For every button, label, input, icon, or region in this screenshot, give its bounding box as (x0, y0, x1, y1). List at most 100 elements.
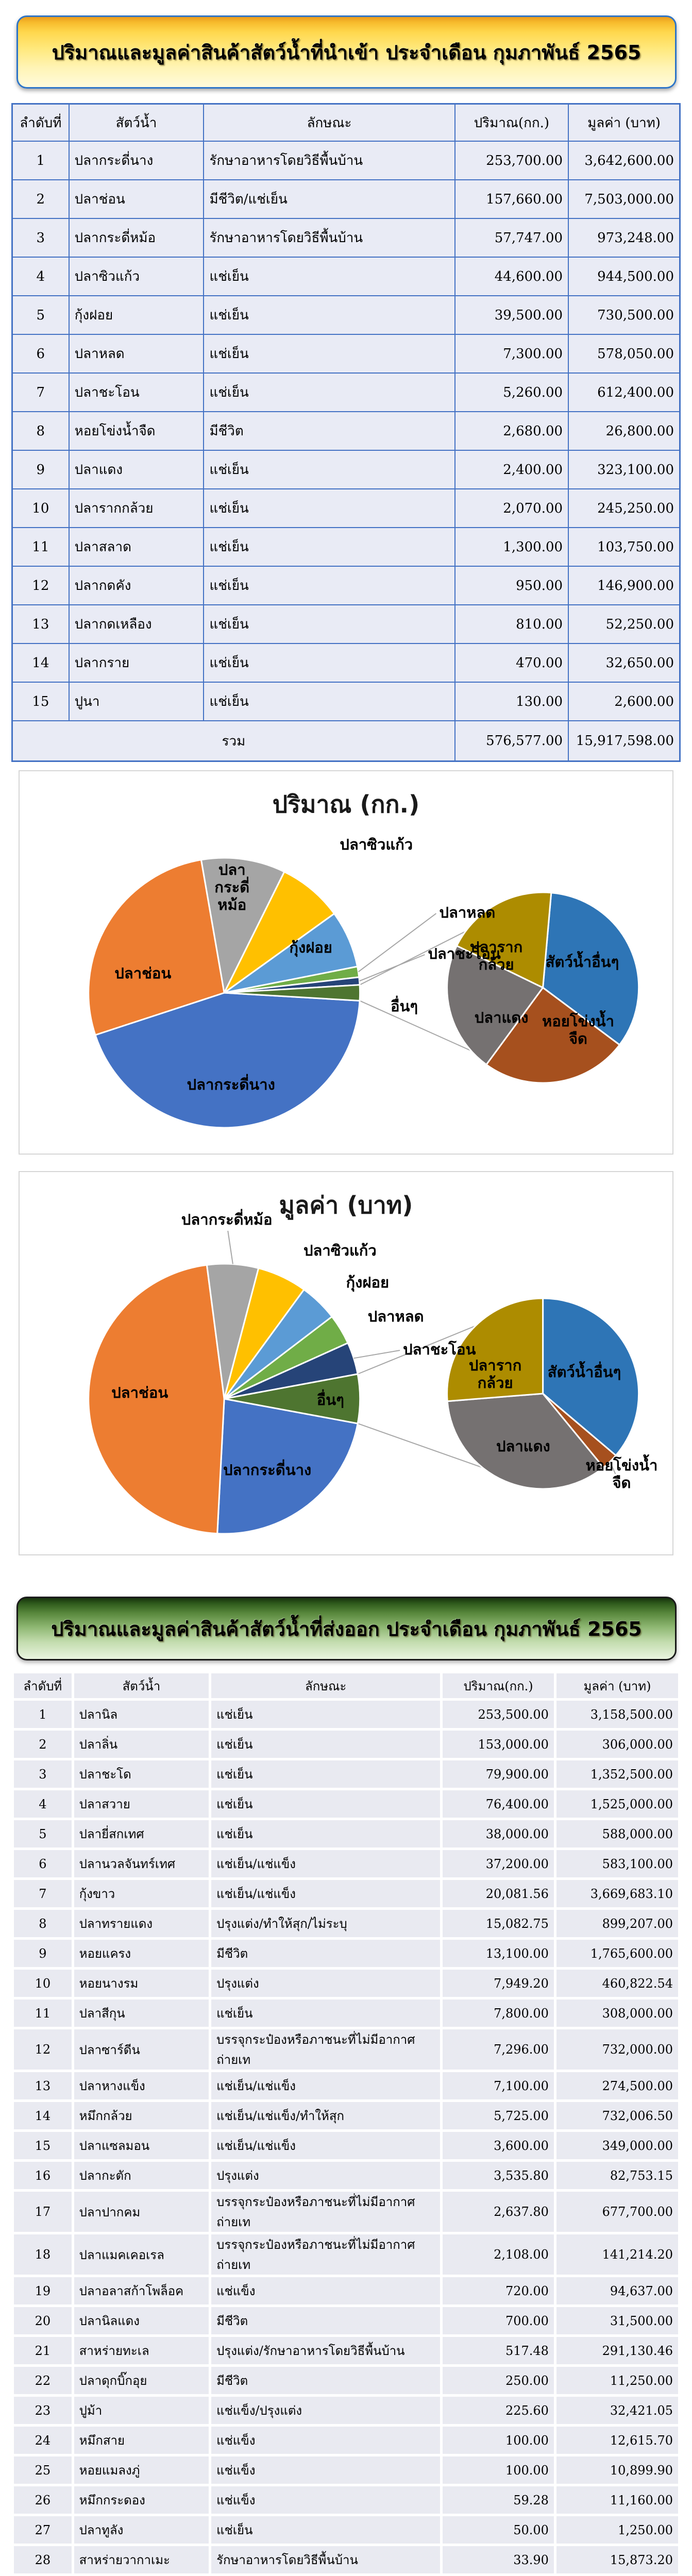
table-cell: 1 (11, 141, 70, 180)
table-cell: 18 (14, 2234, 72, 2275)
table-cell: 950.00 (454, 566, 569, 605)
column-header: มูลค่า (บาท) (568, 103, 681, 142)
table-cell: 15,873.20 (556, 2546, 678, 2573)
table-cell: 33.90 (443, 2546, 554, 2573)
table-cell: 11 (11, 527, 70, 567)
pie-slice-label: หอยโข่งน้ำจืด (542, 1010, 614, 1047)
table-cell: 612,400.00 (568, 372, 681, 412)
table-row: 3 ปลากระดี่หม้อ รักษาอาหารโดยวิธีพื้นบ้าน 5… (11, 218, 681, 258)
table-cell: แช่เย็น (203, 488, 455, 528)
chart-title: ปริมาณ (กก.) (273, 790, 419, 818)
table-row: 7 กุ้งขาว แช่เย็น/แช่แข็ง 20,081.56 3,669,68… (14, 1880, 678, 1907)
table-cell: แช่เย็น (203, 450, 455, 489)
table-cell: 10,899.90 (556, 2456, 678, 2484)
table-cell: 12 (14, 2029, 72, 2070)
table-cell: แช่เย็น/แช่แข็ง (211, 2072, 441, 2099)
table-cell: แช่แข็ง (211, 2486, 441, 2514)
pie-slice-label: ปลาซิวแก้ว (303, 1242, 377, 1259)
table-cell: 1 (14, 1701, 72, 1728)
pie-slice (446, 945, 544, 1065)
table-cell: 517.48 (443, 2337, 554, 2364)
table-row: 10 ปลารากกล้วย แช่เย็น 2,070.00 245,250.00 (11, 488, 681, 528)
pie-slice (94, 992, 361, 1129)
table-cell: ปลาซิวแก้ว (68, 257, 205, 296)
table-row: 12 ปลากดคัง แช่เย็น 950.00 146,900.00 (11, 566, 681, 605)
table-cell: 944,500.00 (568, 257, 681, 296)
pie-slice-label: ปลากระดี่นาง (223, 1459, 311, 1479)
table-cell: 1,250.00 (556, 2516, 678, 2544)
pie-slice (223, 1373, 361, 1425)
table-cell: 8 (14, 1910, 72, 1937)
table-cell: 26 (14, 2486, 72, 2514)
table-row: 17 ปลาปากคม บรรจุกระป๋องหรือภาชนะที่ไม่มีอ… (14, 2192, 678, 2232)
table-cell: 1,300.00 (454, 527, 569, 567)
export-table: ลำดับที่ สัตว์น้ำ ลักษณะ ปริมาณ(กก.) มูลค่า … (11, 1671, 681, 2576)
table-row: 1 ปลานิล แช่เย็น 253,500.00 3,158,500.00 (14, 1701, 678, 1728)
column-header: สัตว์น้ำ (68, 103, 205, 142)
table-cell: แช่เย็น/แช่แข็ง (211, 1850, 441, 1877)
table-cell: 15 (11, 682, 70, 721)
import-banner-title: ปริมาณและมูลค่าสินค้าสัตว์น้ำที่นำเข้า ป… (52, 41, 642, 64)
table-cell: 13 (14, 2072, 72, 2099)
table-row: 10 หอยนางรม ปรุงแต่ง 7,949.20 460,822.54 (14, 1970, 678, 1997)
table-cell: 141,214.20 (556, 2234, 678, 2275)
table-row: 6 ปลาหลด แช่เย็น 7,300.00 578,050.00 (11, 334, 681, 374)
table-cell: 59.28 (443, 2486, 554, 2514)
table-cell: ปลารากกล้วย (68, 488, 205, 528)
table-cell: ปลาช่อน (68, 179, 205, 219)
table-cell: หมึกกล้วย (74, 2102, 209, 2129)
pie-slice-label: กุ้งฝอย (346, 1274, 390, 1292)
table-cell: บรรจุกระป๋องหรือภาชนะที่ไม่มีอากาศถ่ายเท (211, 2192, 441, 2232)
pie-slice-label: ปลากระดี่หม้อ (181, 1209, 273, 1228)
table-cell: 130.00 (454, 682, 569, 721)
export-banner-title: ปริมาณและมูลค่าสินค้าสัตว์น้ำที่ส่งออก ป… (51, 1617, 642, 1640)
pie-slice (223, 871, 335, 994)
pie-slice (542, 892, 640, 1046)
table-cell: 11,160.00 (556, 2486, 678, 2514)
table-cell: บรรจุกระป๋องหรือภาชนะที่ไม่มีอากาศถ่ายเท (211, 2234, 441, 2275)
table-cell: แช่เย็น (203, 643, 455, 683)
table-row: 20 ปลานิลแดง มีชีวิต 700.00 31,500.00 (14, 2307, 678, 2334)
table-cell: 16 (14, 2162, 72, 2189)
table-row: 13 ปลากดเหลือง แช่เย็น 810.00 52,250.00 (11, 604, 681, 644)
table-cell: ปลานิลแดง (74, 2307, 209, 2334)
table-cell: แช่เย็น (203, 604, 455, 644)
table-cell: 1,765,600.00 (556, 1940, 678, 1967)
table-cell: 732,000.00 (556, 2029, 678, 2070)
table-cell: แช่เย็น/แช่แข็ง (211, 1880, 441, 1907)
import-table: ลำดับที่ สัตว์น้ำ ลักษณะ ปริมาณ(กก.) มูลค่า … (11, 103, 681, 762)
label-leader-line (227, 1230, 233, 1264)
table-row: 22 ปลาดุกบิ๊กอุย มีชีวิต 250.00 11,250.00 (14, 2367, 678, 2394)
table-cell: 3 (11, 218, 70, 258)
table-cell: 7,100.00 (443, 2072, 554, 2099)
table-cell: 245,250.00 (568, 488, 681, 528)
table-cell: 7 (11, 372, 70, 412)
table-cell: ปลากดเหลือง (68, 604, 205, 644)
table-cell: แช่เย็น (211, 1760, 441, 1788)
table-row: 8 ปลาทรายแดง ปรุงแต่ง/ทำให้สุก/ไม่ระบุ 15,0… (14, 1910, 678, 1937)
table-cell: 38,000.00 (443, 1820, 554, 1848)
table-cell: ปลานิล (74, 1701, 209, 1728)
import-value-chart: มูลค่า (บาท) ปลากระดี่นาง ปลาช่อน ปลากระดี่… (19, 1171, 673, 1555)
pie-slice-label: ปลารากกล้วย (470, 938, 522, 973)
table-cell: 82,753.15 (556, 2162, 678, 2189)
table-cell: 2,400.00 (454, 450, 569, 489)
table-cell: สาหร่ายวากาเมะ (74, 2546, 209, 2573)
table-cell: แช่เย็น (203, 295, 455, 335)
table-row: 5 กุ้งฝอย แช่เย็น 39,500.00 730,500.00 (11, 295, 681, 335)
table-cell: 7,296.00 (443, 2029, 554, 2070)
import-value-pie: มูลค่า (บาท) ปลากระดี่นาง ปลาช่อน ปลากระดี่… (88, 1191, 657, 1535)
table-cell: 578,050.00 (568, 334, 681, 374)
column-header: ลักษณะ (211, 1673, 441, 1698)
table-row: 13 ปลาหางแข็ง แช่เย็น/แช่แข็ง 7,100.00 274,5… (14, 2072, 678, 2099)
column-header: ลำดับที่ (11, 103, 70, 142)
table-cell: 7,503,000.00 (568, 179, 681, 219)
table-cell: ปูนา (68, 682, 205, 721)
table-cell: 250.00 (443, 2367, 554, 2394)
table-cell: 103,750.00 (568, 527, 681, 567)
table-cell: 32,421.05 (556, 2397, 678, 2424)
table-cell: รักษาอาหารโดยวิธีพื้นบ้าน (203, 218, 455, 258)
label-leader-line (609, 1461, 616, 1475)
pie-slice-label: ปลาช่อน (111, 1384, 168, 1401)
table-cell: 7 (14, 1880, 72, 1907)
